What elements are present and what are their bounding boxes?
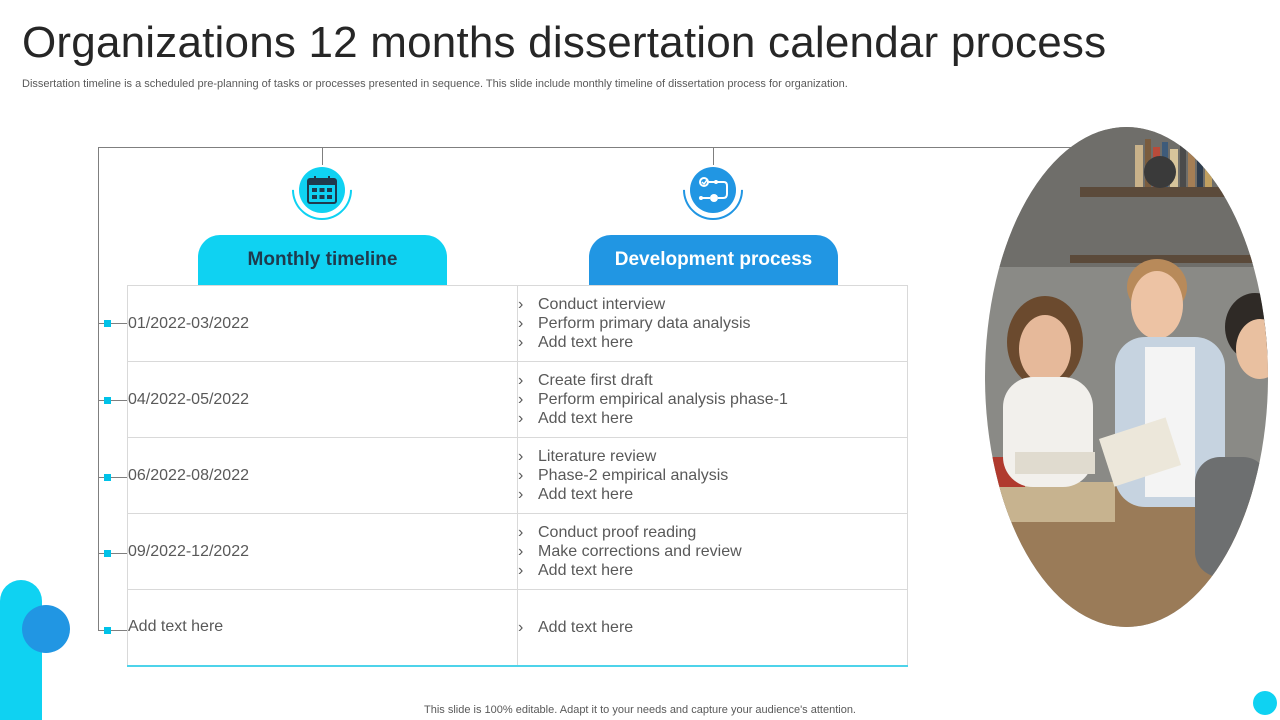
table-row: 09/2022-12/2022 › Conduct proof reading ›… xyxy=(127,513,908,590)
table-row: 04/2022-05/2022 › Create first draft › Per… xyxy=(127,361,908,438)
row-connector xyxy=(99,400,127,401)
process-item: › Add text here xyxy=(518,486,634,503)
process-item: › Phase-2 empirical analysis xyxy=(518,467,729,484)
decorative-circle xyxy=(22,605,70,653)
frame-top-line xyxy=(98,147,1135,148)
period-cell: Add text here xyxy=(127,589,518,666)
icon-connector-right xyxy=(713,147,714,165)
decorative-dot xyxy=(1253,691,1277,715)
process-item: › Add text here xyxy=(518,410,634,427)
chevron-right-icon: › xyxy=(518,562,524,579)
process-cell: › Literature review › Phase-2 empirical an… xyxy=(517,437,908,514)
period-cell: 06/2022-08/2022 xyxy=(127,437,518,514)
process-item: › Create first draft xyxy=(518,372,653,389)
process-item: › Add text here xyxy=(518,334,634,351)
team-photo xyxy=(985,127,1268,627)
row-marker-dot xyxy=(104,397,111,404)
frame-left-line xyxy=(98,147,99,631)
process-item: › Perform empirical analysis phase-1 xyxy=(518,391,788,408)
chevron-right-icon: › xyxy=(518,448,524,465)
row-connector xyxy=(99,477,127,478)
footer-note: This slide is 100% editable. Adapt it to… xyxy=(424,704,856,716)
chevron-right-icon: › xyxy=(518,543,524,560)
process-item: › Add text here xyxy=(518,618,634,636)
process-cell: › Conduct interview › Perform primary data… xyxy=(517,285,908,362)
process-icon-badge xyxy=(670,147,756,233)
process-cell: › Add text here xyxy=(517,589,908,666)
table-row: 06/2022-08/2022 › Literature review › Phas… xyxy=(127,437,908,514)
chevron-right-icon: › xyxy=(518,296,524,313)
period-cell: 04/2022-05/2022 xyxy=(127,361,518,438)
icon-connector-left xyxy=(322,147,323,165)
chevron-right-icon: › xyxy=(518,524,524,541)
process-cell: › Create first draft › Perform empirical a… xyxy=(517,361,908,438)
development-process-header: Development process xyxy=(589,235,838,285)
row-marker-dot xyxy=(104,627,111,634)
chevron-right-icon: › xyxy=(518,315,524,332)
process-item: › Make corrections and review xyxy=(518,543,742,560)
process-item: › Conduct interview xyxy=(518,296,666,313)
period-cell: 01/2022-03/2022 xyxy=(127,285,518,362)
row-connector xyxy=(99,323,127,324)
chevron-right-icon: › xyxy=(518,334,524,351)
monthly-timeline-header: Monthly timeline xyxy=(198,235,447,285)
process-item: › Conduct proof reading xyxy=(518,524,697,541)
chevron-right-icon: › xyxy=(518,618,524,636)
row-connector xyxy=(99,630,127,631)
row-marker-dot xyxy=(104,550,111,557)
calendar-icon-badge xyxy=(279,147,365,233)
process-cell: › Conduct proof reading › Make corrections… xyxy=(517,513,908,590)
process-flow-icon xyxy=(699,177,728,202)
slide-subtitle: Dissertation timeline is a scheduled pre… xyxy=(22,78,848,90)
chevron-right-icon: › xyxy=(518,391,524,408)
chevron-right-icon: › xyxy=(518,486,524,503)
row-marker-dot xyxy=(104,474,111,481)
team-photo-illustration xyxy=(985,127,1268,627)
chevron-right-icon: › xyxy=(518,410,524,427)
process-item: › Literature review xyxy=(518,448,657,465)
calendar-icon xyxy=(307,176,337,204)
period-cell: 09/2022-12/2022 xyxy=(127,513,518,590)
row-connector xyxy=(99,553,127,554)
chevron-right-icon: › xyxy=(518,372,524,389)
slide-title: Organizations 12 months dissertation cal… xyxy=(22,18,1107,67)
chevron-right-icon: › xyxy=(518,467,524,484)
row-marker-dot xyxy=(104,320,111,327)
process-item: › Add text here xyxy=(518,562,634,579)
process-item: › Perform primary data analysis xyxy=(518,315,751,332)
table-row: Add text here › Add text here xyxy=(127,589,908,666)
timeline-table: 01/2022-03/2022 › Conduct interview › Perf… xyxy=(127,285,908,667)
table-row: 01/2022-03/2022 › Conduct interview › Perf… xyxy=(127,285,908,362)
